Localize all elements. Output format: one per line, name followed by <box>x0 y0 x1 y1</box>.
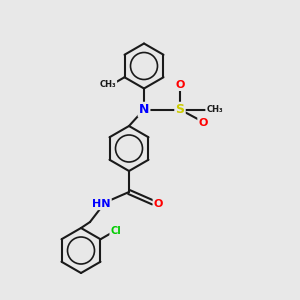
Text: O: O <box>154 199 163 209</box>
Text: O: O <box>198 118 208 128</box>
Text: Cl: Cl <box>110 226 121 236</box>
Text: S: S <box>176 103 184 116</box>
Text: CH₃: CH₃ <box>100 80 116 89</box>
Text: N: N <box>139 103 149 116</box>
Text: O: O <box>175 80 185 90</box>
Text: HN: HN <box>92 199 111 209</box>
Text: CH₃: CH₃ <box>206 105 223 114</box>
